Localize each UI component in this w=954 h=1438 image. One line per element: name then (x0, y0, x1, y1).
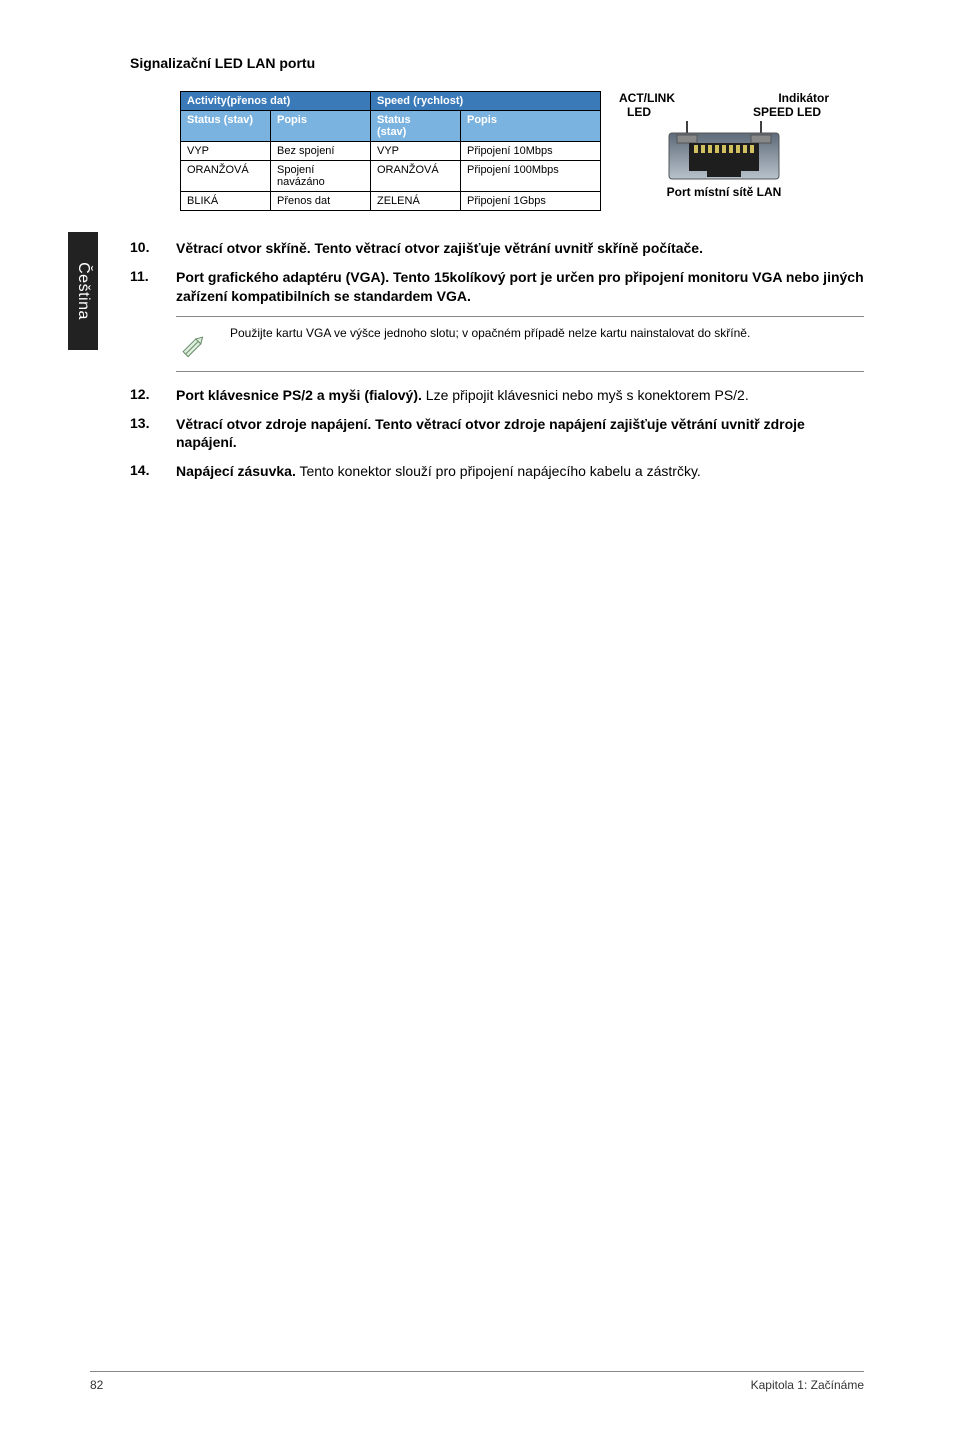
table-row: VYP Bez spojení VYP Připojení 10Mbps (181, 142, 601, 161)
cell: Připojení 10Mbps (461, 142, 601, 161)
item-text-12-rest: Lze připojit klávesnici nebo myš s konek… (422, 387, 749, 403)
cell: VYP (181, 142, 271, 161)
item-num-13: 13. (130, 415, 158, 453)
item-text-14: Napájecí zásuvka. Tento konektor slouží … (176, 462, 864, 481)
pencil-icon (176, 329, 210, 363)
port-caption: Port místní sítě LAN (619, 185, 829, 199)
page-footer: 82 Kapitola 1: Začínáme (90, 1371, 864, 1392)
cell: Spojení navázáno (271, 161, 371, 192)
cell: ORANŽOVÁ (371, 161, 461, 192)
cell: ORANŽOVÁ (181, 161, 271, 192)
port-sub-left: LED (627, 105, 651, 119)
language-tab: Čeština (68, 232, 98, 350)
note-text: Použijte kartu VGA ve výšce jednoho slot… (230, 325, 750, 341)
led-table: Activity(přenos dat) Speed (rychlost) St… (180, 91, 601, 211)
note-row: Použijte kartu VGA ve výšce jednoho slot… (176, 316, 864, 372)
port-sub-right: SPEED LED (753, 105, 821, 119)
cell-line: navázáno (277, 176, 325, 188)
th-status2-a: Status (377, 114, 411, 126)
item-text-14-rest: Tento konektor slouží pro připojení napá… (296, 463, 701, 479)
table-row: BLIKÁ Přenos dat ZELENÁ Připojení 1Gbps (181, 192, 601, 211)
item-num-14: 14. (130, 462, 158, 481)
cell: BLIKÁ (181, 192, 271, 211)
item-text-12-bold: Port klávesnice PS/2 a myši (fialový). (176, 387, 422, 403)
table-group-activity: Activity(přenos dat) (181, 92, 371, 111)
th-status2-b: (stav) (377, 126, 406, 138)
section-title: Signalizační LED LAN portu (130, 55, 864, 71)
item-num-11: 11. (130, 268, 158, 306)
table-row: ORANŽOVÁ Spojení navázáno ORANŽOVÁ Připo… (181, 161, 601, 192)
th-popis2: Popis (461, 111, 601, 142)
item-num-12: 12. (130, 386, 158, 405)
cell: ZELENÁ (371, 192, 461, 211)
lan-port-icon (649, 121, 799, 183)
language-tab-label: Čeština (74, 262, 92, 320)
page-number: 82 (90, 1378, 103, 1392)
th-status2: Status (stav) (371, 111, 461, 142)
cell: Připojení 100Mbps (461, 161, 601, 192)
port-top-left: ACT/LINK (619, 91, 675, 105)
th-status: Status (stav) (181, 111, 271, 142)
cell: Připojení 1Gbps (461, 192, 601, 211)
cell: Přenos dat (271, 192, 371, 211)
lan-port-diagram: ACT/LINK Indikátor LED SPEED LED (619, 91, 829, 199)
item-text-12: Port klávesnice PS/2 a myši (fialový). L… (176, 386, 864, 405)
cell: Bez spojení (271, 142, 371, 161)
item-text-14-bold: Napájecí zásuvka. (176, 463, 296, 479)
port-top-right: Indikátor (778, 91, 829, 105)
th-popis: Popis (271, 111, 371, 142)
table-group-speed: Speed (rychlost) (371, 92, 601, 111)
chapter-label: Kapitola 1: Začínáme (751, 1378, 864, 1392)
item-text-13: Větrací otvor zdroje napájení. Tento vět… (176, 415, 864, 453)
item-text-11: Port grafického adaptéru (VGA). Tento 15… (176, 268, 864, 306)
item-num-10: 10. (130, 239, 158, 258)
cell-line: Spojení (277, 164, 314, 176)
item-text-10: Větrací otvor skříně. Tento větrací otvo… (176, 239, 864, 258)
cell: VYP (371, 142, 461, 161)
